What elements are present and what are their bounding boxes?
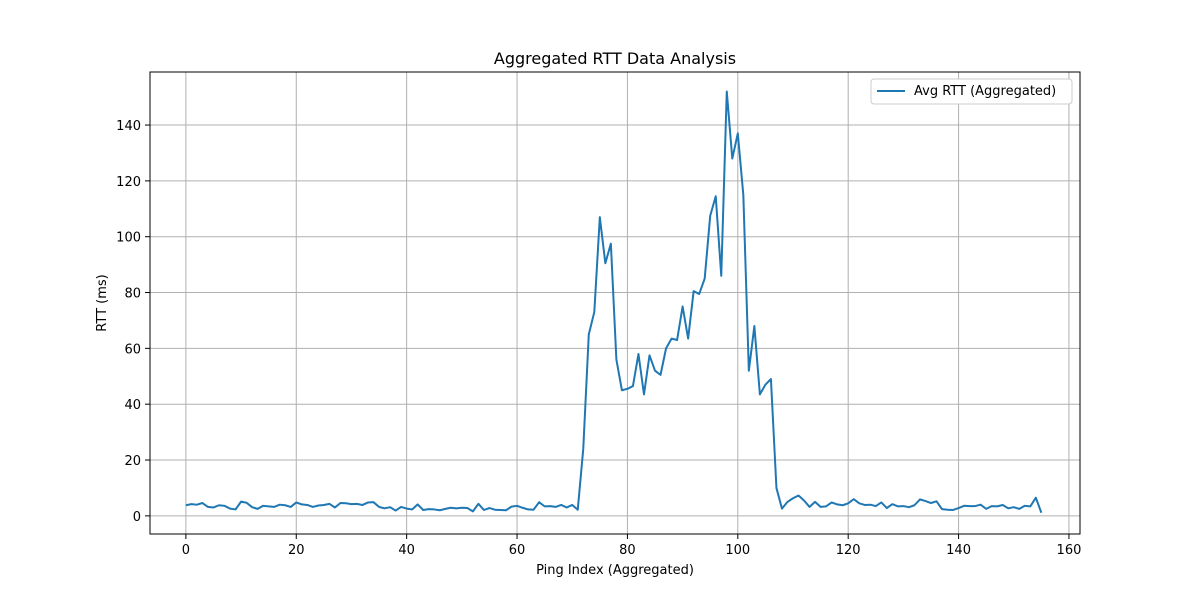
x-tick-label: 120 — [836, 543, 861, 558]
x-tick-label: 80 — [619, 543, 636, 558]
y-tick-label: 0 — [133, 510, 141, 525]
y-tick-label: 40 — [124, 398, 141, 413]
x-tick-label: 40 — [398, 543, 415, 558]
axis-ticks: 0 20 40 60 80 100 120 140 160 0 20 40 60 80 100 120 140 — [116, 119, 1081, 558]
x-tick-label: 0 — [182, 543, 190, 558]
y-tick-label: 60 — [124, 342, 141, 357]
y-tick-label: 100 — [116, 231, 141, 246]
x-tick-label: 20 — [288, 543, 305, 558]
x-tick-label: 100 — [725, 543, 750, 558]
legend-box — [870, 78, 1073, 105]
y-tick-label: 140 — [116, 119, 141, 134]
series-lines — [185, 90, 1043, 514]
x-tick-label: 160 — [1057, 543, 1082, 558]
legend: Avg RTT (Aggregated) — [870, 78, 1073, 105]
plot-frame — [149, 71, 1081, 535]
y-axis-label: RTT (ms) — [95, 274, 110, 331]
y-tick-label: 120 — [116, 175, 141, 190]
y-tick-label: 20 — [124, 454, 141, 469]
x-tick-label: 60 — [509, 543, 526, 558]
x-axis-label: Ping Index (Aggregated) — [536, 563, 694, 578]
chart-title: Aggregated RTT Data Analysis — [494, 49, 736, 68]
series-line-avg-rtt — [185, 90, 1043, 514]
legend-label: Avg RTT (Aggregated) — [914, 84, 1056, 99]
x-tick-label: 140 — [946, 543, 971, 558]
grid-lines — [150, 72, 1080, 534]
y-tick-label: 80 — [124, 287, 141, 302]
